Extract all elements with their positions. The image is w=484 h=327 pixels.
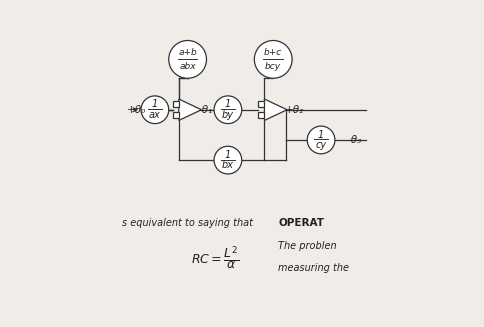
Text: 1: 1 xyxy=(225,99,231,110)
Bar xyxy=(258,101,264,107)
Text: -θ₁: -θ₁ xyxy=(199,105,213,115)
Text: by: by xyxy=(222,110,234,120)
Bar xyxy=(173,101,179,107)
Text: b+c: b+c xyxy=(264,48,282,57)
Text: +θ₂: +θ₂ xyxy=(285,105,304,115)
Circle shape xyxy=(169,41,207,78)
Text: 1: 1 xyxy=(152,99,158,110)
Text: -θ₃: -θ₃ xyxy=(348,135,362,145)
Bar xyxy=(173,112,179,118)
Bar xyxy=(258,112,264,118)
Circle shape xyxy=(307,126,335,154)
Text: 1: 1 xyxy=(225,150,231,160)
Text: abx: abx xyxy=(179,62,196,71)
Text: bcy: bcy xyxy=(265,62,281,71)
Text: bx: bx xyxy=(222,160,234,170)
Text: ax: ax xyxy=(149,110,161,120)
Text: The problen: The problen xyxy=(278,241,337,251)
Circle shape xyxy=(214,146,242,174)
Circle shape xyxy=(141,96,169,124)
Polygon shape xyxy=(179,99,201,120)
Circle shape xyxy=(214,96,242,124)
Circle shape xyxy=(255,41,292,78)
Text: s equivalent to saying that: s equivalent to saying that xyxy=(122,218,253,228)
Text: cy: cy xyxy=(316,140,327,150)
Text: 1: 1 xyxy=(318,130,324,140)
Text: OPERAT: OPERAT xyxy=(278,218,324,228)
Text: +θ₀: +θ₀ xyxy=(127,105,147,115)
Text: $RC = \dfrac{L^2}{\alpha}$: $RC = \dfrac{L^2}{\alpha}$ xyxy=(191,245,240,272)
Text: measuring the: measuring the xyxy=(278,263,349,273)
Polygon shape xyxy=(264,99,287,120)
Text: a+b: a+b xyxy=(178,48,197,57)
